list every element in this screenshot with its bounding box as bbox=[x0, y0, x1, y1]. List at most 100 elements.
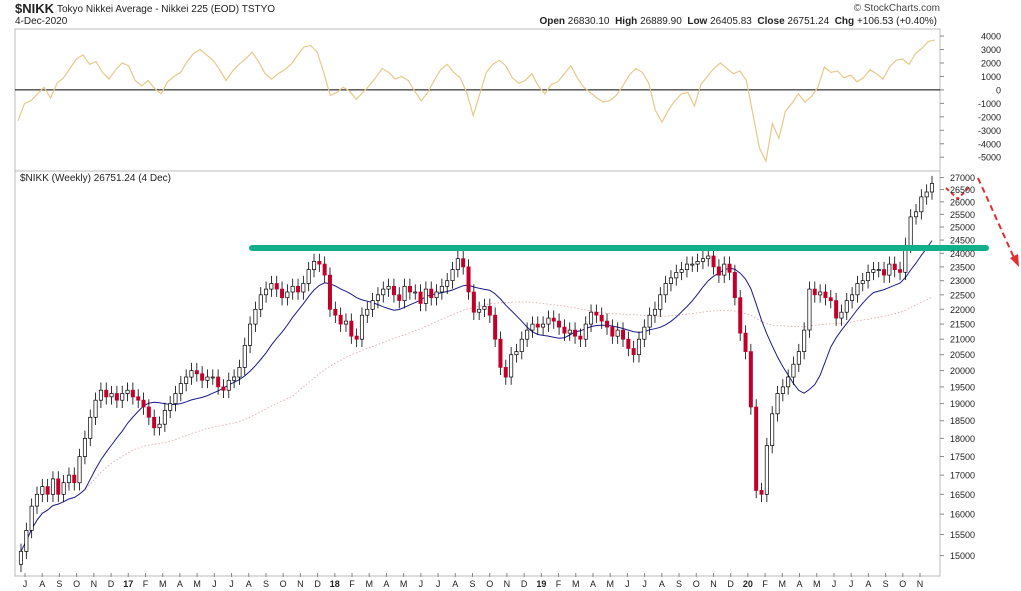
candle-up bbox=[700, 258, 705, 262]
candle-down bbox=[429, 288, 434, 299]
candle-up bbox=[253, 308, 258, 325]
chart-date: 4-Dec-2020 bbox=[15, 16, 68, 27]
candle-up bbox=[226, 379, 231, 391]
price-tick-label: 16500 bbox=[950, 490, 975, 500]
candle-up bbox=[93, 399, 98, 418]
x-tick-label: S bbox=[469, 579, 475, 589]
price-tick-label: 22000 bbox=[950, 305, 975, 315]
candle-up bbox=[66, 474, 71, 484]
candle-up bbox=[914, 211, 919, 218]
price-layer bbox=[18, 175, 1019, 573]
x-tick-label: O bbox=[693, 579, 700, 589]
high-label: High bbox=[615, 16, 638, 27]
price-tick-label: 21000 bbox=[950, 335, 975, 345]
watermark: © StockCharts.com bbox=[853, 3, 940, 14]
candle-up bbox=[663, 283, 668, 296]
x-tick-label: M bbox=[159, 579, 167, 589]
candle-up bbox=[40, 486, 45, 495]
x-tick-label: A bbox=[797, 579, 803, 589]
x-tick-label: J bbox=[436, 579, 441, 589]
candle-up bbox=[375, 294, 380, 301]
candle-up bbox=[210, 376, 215, 379]
candle-up bbox=[866, 272, 871, 282]
close-value: 26751.24 bbox=[787, 16, 830, 27]
candle-down bbox=[104, 389, 109, 398]
candle-up bbox=[306, 269, 311, 284]
candle-down bbox=[578, 335, 583, 340]
x-tick-label: N bbox=[710, 579, 717, 589]
projection-zigzag-arrow bbox=[945, 185, 971, 201]
price-tick-label: 27000 bbox=[950, 173, 975, 183]
open-label: Open bbox=[539, 16, 565, 27]
candle-up bbox=[652, 308, 657, 316]
x-tick-label: M bbox=[606, 579, 614, 589]
candle-down bbox=[296, 285, 301, 293]
candle-down bbox=[407, 285, 412, 293]
candle-up bbox=[876, 269, 881, 271]
price-tick-label: 15500 bbox=[950, 530, 975, 540]
candle-up bbox=[546, 317, 551, 325]
price-tick-label: 26500 bbox=[950, 185, 975, 195]
price-tick-label: 24000 bbox=[950, 249, 975, 259]
candle-down bbox=[743, 332, 748, 352]
price-tick-label: 15000 bbox=[950, 551, 975, 561]
candle-down bbox=[562, 326, 567, 334]
candle-up bbox=[232, 376, 237, 381]
candle-down bbox=[397, 294, 402, 301]
candle-up bbox=[477, 308, 482, 313]
x-tick-label: O bbox=[486, 579, 493, 589]
candle-down bbox=[594, 311, 599, 316]
candle-down bbox=[322, 263, 327, 276]
x-tick-label: M bbox=[572, 579, 580, 589]
candle-up bbox=[818, 291, 823, 296]
candle-up bbox=[807, 288, 812, 331]
candle-up bbox=[525, 329, 530, 340]
candle-up bbox=[908, 216, 913, 246]
ohlc-summary: Open 26830.10 High 26889.90 Low 26405.83… bbox=[539, 16, 937, 27]
x-tick-label: J bbox=[23, 579, 28, 589]
oscillator-tick-label: -2000 bbox=[978, 112, 1001, 122]
x-tick-label: A bbox=[246, 579, 252, 589]
candle-down bbox=[573, 329, 578, 337]
candle-up bbox=[764, 445, 769, 495]
x-tick-label: A bbox=[452, 579, 458, 589]
candle-up bbox=[791, 363, 796, 378]
candle-up bbox=[802, 329, 807, 352]
candle-down bbox=[557, 320, 562, 328]
candle-down bbox=[631, 348, 636, 356]
x-tick-label: J bbox=[625, 579, 630, 589]
candle-up bbox=[370, 300, 375, 310]
candle-up bbox=[871, 269, 876, 273]
price-tick-label: 25500 bbox=[950, 210, 975, 220]
candle-up bbox=[381, 288, 386, 296]
x-tick-label: A bbox=[383, 579, 389, 589]
candle-down bbox=[72, 474, 77, 484]
candle-down bbox=[56, 478, 61, 495]
candle-up bbox=[301, 283, 306, 293]
candle-up bbox=[413, 291, 418, 294]
candle-down bbox=[418, 291, 423, 304]
candle-up bbox=[839, 311, 844, 319]
x-tick-label: A bbox=[39, 579, 45, 589]
candle-up bbox=[157, 423, 162, 429]
candle-up bbox=[615, 329, 620, 337]
candle-down bbox=[503, 367, 508, 378]
x-tick-label: J bbox=[419, 579, 424, 589]
arrow-head-icon bbox=[1010, 254, 1019, 267]
candle-up bbox=[929, 183, 934, 193]
candle-down bbox=[221, 386, 226, 391]
candle-up bbox=[18, 550, 23, 565]
candle-down bbox=[599, 314, 604, 322]
candle-up bbox=[50, 478, 55, 495]
ma-short-line bbox=[20, 240, 933, 552]
candle-down bbox=[621, 329, 626, 340]
candle-up bbox=[264, 288, 269, 296]
candle-up bbox=[445, 280, 450, 287]
candle-up bbox=[636, 338, 641, 356]
candle-up bbox=[514, 351, 519, 356]
close-label: Close bbox=[757, 16, 785, 27]
x-tick-label: A bbox=[177, 579, 183, 589]
candle-up bbox=[450, 269, 455, 282]
candle-up bbox=[178, 383, 183, 394]
